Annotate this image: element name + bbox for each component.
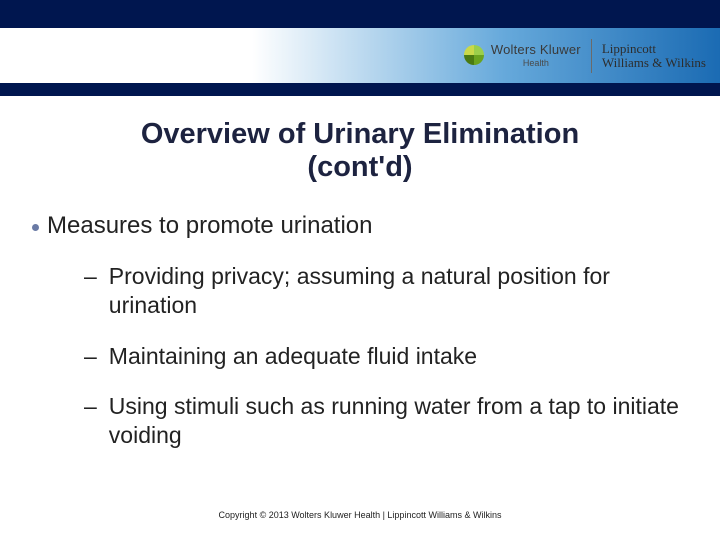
brand-block: Wolters Kluwer Health Lippincott William… <box>463 39 706 73</box>
bullet-level2: – Using stimuli such as running water fr… <box>84 392 684 450</box>
brand-lww-line2: Williams & Wilkins <box>602 56 706 70</box>
level2-text: Using stimuli such as running water from… <box>109 392 684 450</box>
brand-left-text: Wolters Kluwer Health <box>491 43 581 68</box>
bullet-level2: – Maintaining an adequate fluid intake <box>84 342 684 371</box>
bullet-level2: – Providing privacy; assuming a natural … <box>84 262 684 320</box>
header-band-top <box>0 0 720 28</box>
brand-wk-label: Wolters Kluwer <box>491 43 581 57</box>
wk-logo-icon <box>463 44 485 66</box>
brand-health-label: Health <box>523 59 549 68</box>
header-band-middle: Wolters Kluwer Health Lippincott William… <box>0 28 720 83</box>
title-line1: Overview of Urinary Elimination <box>141 118 579 150</box>
title-line2: (cont'd) <box>307 151 412 183</box>
footer-text: Copyright © 2013 Wolters Kluwer Health |… <box>219 510 502 520</box>
dash-icon: – <box>84 342 97 371</box>
brand-right: Lippincott Williams & Wilkins <box>602 42 706 69</box>
level1-text: Measures to promote urination <box>47 212 373 240</box>
slide-title: Overview of Urinary Elimination (cont'd) <box>40 118 680 185</box>
brand-left: Wolters Kluwer Health <box>463 43 581 68</box>
slide-body: Measures to promote urination – Providin… <box>32 212 684 472</box>
copyright-footer: Copyright © 2013 Wolters Kluwer Health |… <box>0 510 720 520</box>
bullet-dot-icon <box>32 224 39 231</box>
level2-group: – Providing privacy; assuming a natural … <box>84 262 684 450</box>
level2-text: Maintaining an adequate fluid intake <box>109 342 477 371</box>
header-band-bottom <box>0 83 720 96</box>
level2-text: Providing privacy; assuming a natural po… <box>109 262 684 320</box>
dash-icon: – <box>84 262 97 291</box>
slide: Wolters Kluwer Health Lippincott William… <box>0 0 720 540</box>
brand-lww-line1: Lippincott <box>602 42 706 56</box>
dash-icon: – <box>84 392 97 421</box>
brand-divider <box>591 39 592 73</box>
header-band: Wolters Kluwer Health Lippincott William… <box>0 0 720 96</box>
bullet-level1: Measures to promote urination <box>32 212 684 240</box>
